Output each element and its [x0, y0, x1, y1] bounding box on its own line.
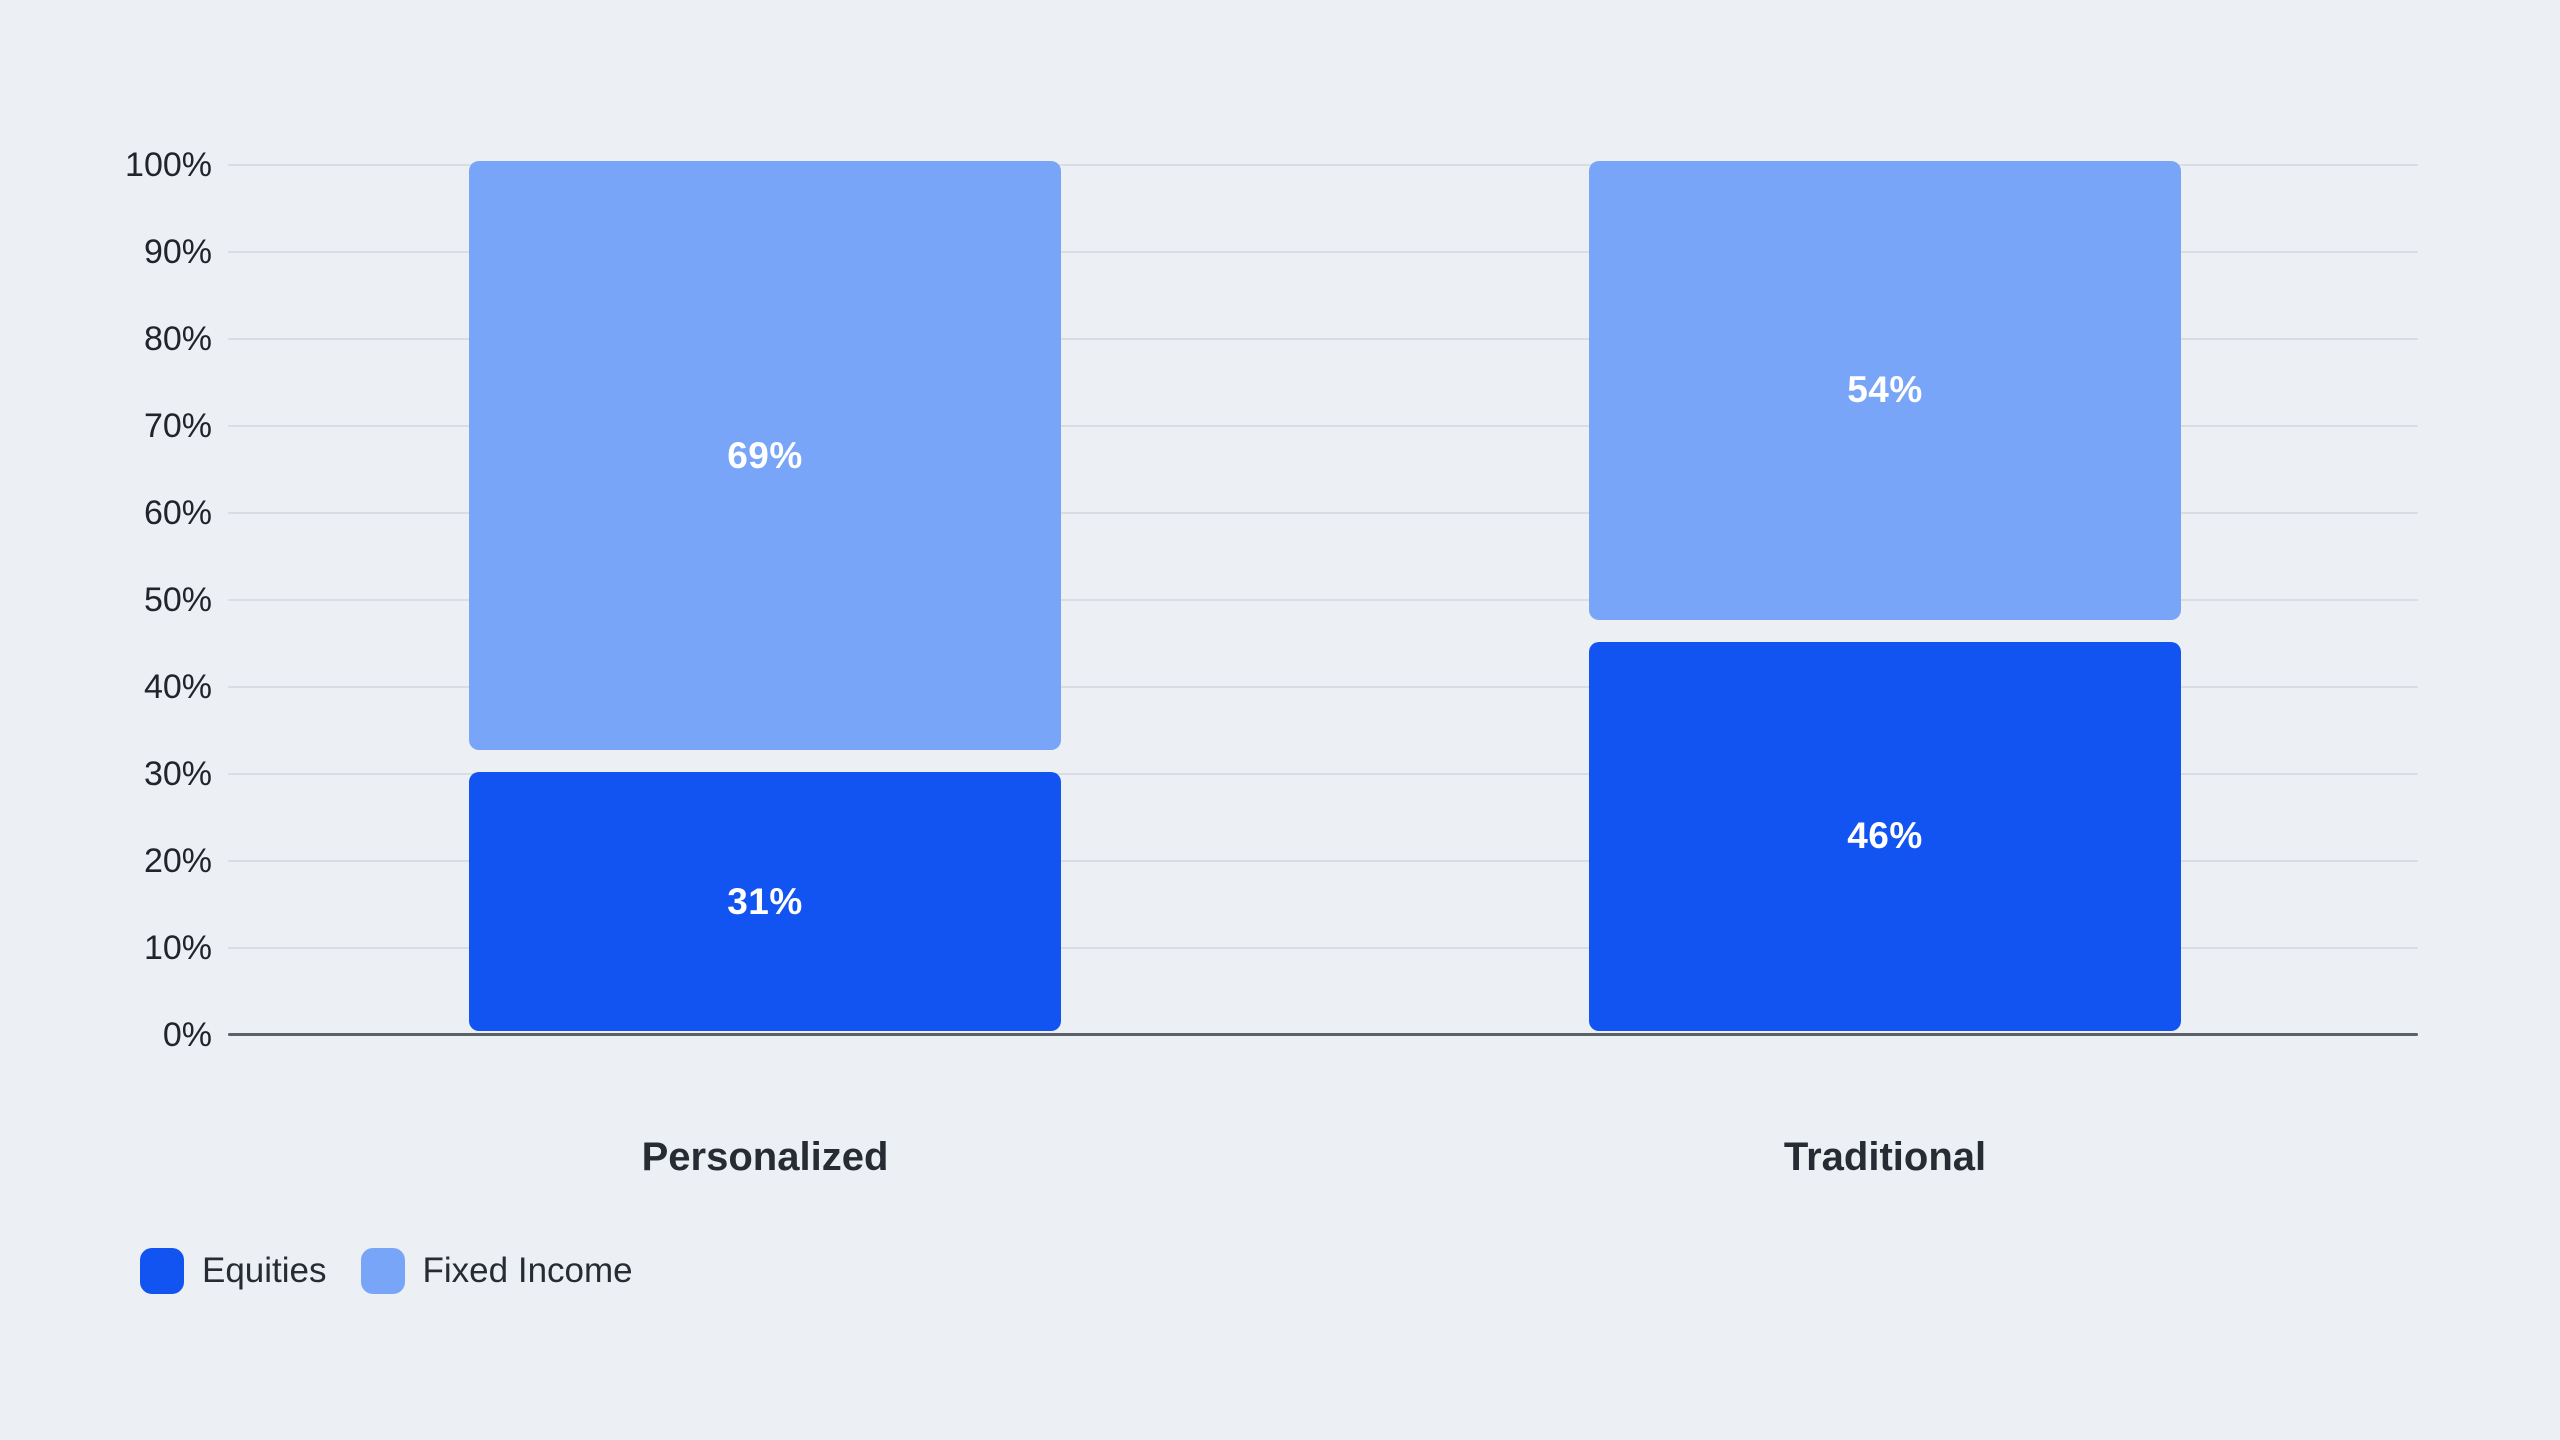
- legend-swatch-equities: [140, 1248, 184, 1294]
- y-axis-tick-label: 0%: [162, 1016, 212, 1054]
- gridline: [228, 338, 2418, 340]
- gridline: [228, 251, 2418, 253]
- bar-personalized: 31% 69%: [469, 161, 1061, 1031]
- segment-value-label: 69%: [727, 434, 803, 476]
- y-axis-tick-label: 70%: [143, 407, 212, 445]
- gridline: [228, 425, 2418, 427]
- segment-value-label: 54%: [1847, 369, 1923, 411]
- gridline: [228, 773, 2418, 775]
- gridline: [228, 947, 2418, 949]
- legend-swatch-fixed-income: [360, 1248, 405, 1294]
- segment-value-label: 46%: [1847, 815, 1923, 857]
- y-axis-tick-label: 50%: [143, 581, 212, 619]
- gridline: [228, 686, 2418, 688]
- gridline: [228, 512, 2418, 514]
- y-axis-tick-label: 60%: [143, 494, 212, 532]
- y-axis-tick-label: 10%: [143, 929, 212, 967]
- bar-segment-fixed-income[interactable]: 54%: [1589, 161, 2181, 620]
- plot-area: 31% 69% 46% 54%: [228, 161, 2418, 1036]
- legend-label-equities: Equities: [202, 1251, 327, 1290]
- category-label-traditional: Traditional: [1783, 1135, 1987, 1179]
- legend-label-fixed-income: Fixed Income: [422, 1251, 633, 1290]
- gridline: [228, 599, 2418, 601]
- bar-segment-equities[interactable]: 46%: [1589, 641, 2181, 1031]
- bar-traditional: 46% 54%: [1589, 161, 2181, 1031]
- y-axis-tick-label: 40%: [143, 668, 212, 706]
- y-axis-tick-label: 80%: [143, 320, 212, 358]
- x-axis-line: [228, 1033, 2418, 1036]
- segment-value-label: 31%: [727, 880, 803, 922]
- legend: Equities Fixed Income: [140, 1248, 633, 1294]
- gridline: [228, 860, 2418, 862]
- y-axis-tick-label: 100%: [125, 146, 212, 184]
- y-axis-tick-label: 90%: [143, 233, 212, 271]
- y-axis-tick-label: 20%: [143, 842, 212, 880]
- gridline: [228, 164, 2418, 166]
- legend-item-equities[interactable]: Equities: [140, 1248, 327, 1294]
- category-label-personalized: Personalized: [641, 1135, 889, 1179]
- bar-segment-fixed-income[interactable]: 69%: [469, 161, 1061, 751]
- legend-item-fixed-income[interactable]: Fixed Income: [360, 1248, 633, 1294]
- bar-segment-equities[interactable]: 31%: [469, 772, 1061, 1031]
- y-axis-tick-label: 30%: [143, 755, 212, 793]
